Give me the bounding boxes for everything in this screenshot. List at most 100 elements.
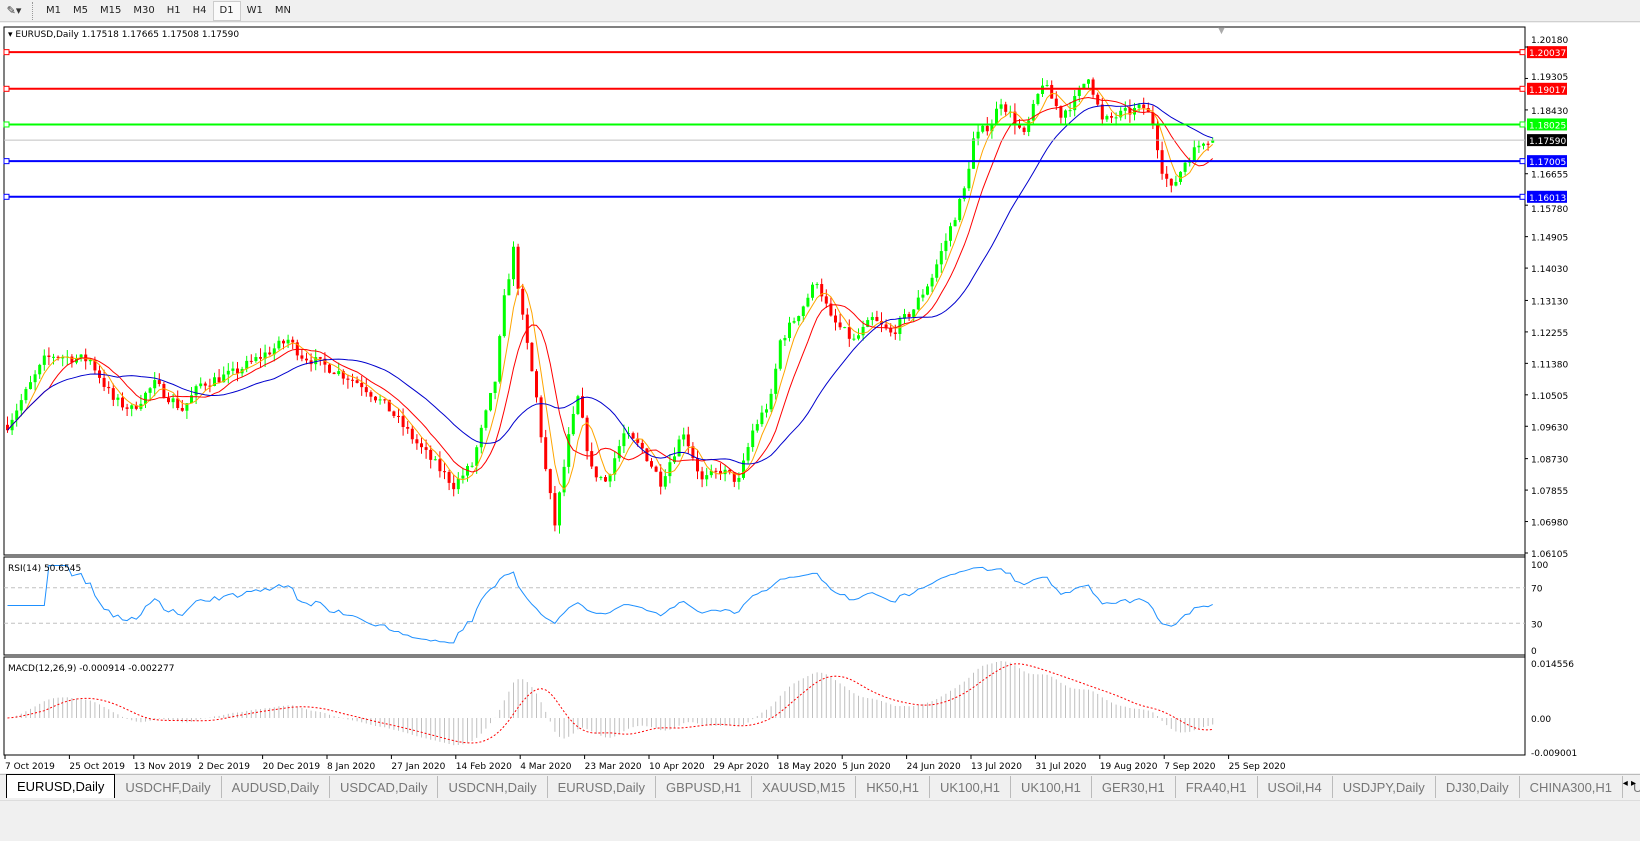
chart-tab[interactable]: GBPUSD,H1 xyxy=(656,776,753,798)
candle xyxy=(631,431,635,440)
candle-body xyxy=(811,284,814,298)
chart-tab[interactable]: USDCAD,Daily xyxy=(330,776,439,798)
candle-body xyxy=(374,396,377,401)
candle-body xyxy=(562,466,566,493)
chart-window[interactable]: 1.20037 1.19017 1.18025 1.17005 1.16013 1.175… xyxy=(0,23,1640,773)
candle-body xyxy=(1091,79,1095,95)
candle xyxy=(1036,93,1040,106)
drawing-tools-icon[interactable]: ✎▾ xyxy=(6,4,22,17)
candle-body xyxy=(180,408,184,411)
timeframe-w1[interactable]: W1 xyxy=(246,5,263,16)
candle xyxy=(682,427,686,447)
timeframe-m30[interactable]: M30 xyxy=(133,5,155,16)
candle xyxy=(231,361,235,375)
candle xyxy=(332,372,336,375)
candle xyxy=(1022,126,1026,136)
candle xyxy=(245,355,249,373)
chart-tab[interactable]: CHINA300,H1 xyxy=(1520,776,1624,798)
candle-body xyxy=(1105,116,1109,120)
candle xyxy=(1096,92,1100,107)
timeframe-m15[interactable]: M15 xyxy=(100,5,122,16)
candle-body xyxy=(530,342,534,372)
candle xyxy=(654,465,658,473)
candle-body xyxy=(190,395,193,404)
status-bar xyxy=(0,800,1640,841)
candle-body xyxy=(107,386,111,389)
chart-tab[interactable]: XAUUSD,M15 xyxy=(752,776,857,798)
candle-body xyxy=(286,339,290,344)
candle-body xyxy=(1096,94,1100,105)
candle-body xyxy=(433,459,437,461)
rsi-tick-label: 70 xyxy=(1531,585,1543,595)
candle-body xyxy=(24,389,28,401)
candle-body xyxy=(608,474,612,482)
candle-body xyxy=(686,434,690,447)
chart-tab[interactable]: EURUSD,Daily xyxy=(548,776,656,798)
timeframe-m1[interactable]: M1 xyxy=(46,5,61,16)
chart-tab[interactable]: USDCHF,Daily xyxy=(115,776,222,798)
tab-scroll-arrows[interactable]: ◂ ▸ xyxy=(1622,778,1636,789)
timeframe-mn[interactable]: MN xyxy=(274,5,291,16)
candle xyxy=(236,361,239,382)
chart-tab[interactable]: HK50,H1 xyxy=(856,776,930,798)
candle-body xyxy=(622,433,626,447)
candle xyxy=(576,394,580,416)
candle-body xyxy=(429,449,433,460)
candle xyxy=(162,381,166,399)
chart-tab[interactable]: UK100,H1 xyxy=(930,776,1011,798)
candle xyxy=(374,395,377,403)
candle-body xyxy=(1206,143,1210,145)
candle xyxy=(875,310,879,322)
candle-body xyxy=(548,469,552,494)
chart-tab[interactable]: USOil,H4 xyxy=(1258,776,1333,798)
candle xyxy=(300,348,304,362)
chart-tab[interactable]: EURUSD,Daily xyxy=(6,774,116,798)
price-tick-label: 1.19305 xyxy=(1531,73,1568,83)
candle-body xyxy=(659,471,663,487)
candle xyxy=(636,432,640,447)
candle xyxy=(990,119,994,139)
candle xyxy=(677,435,681,457)
toolbar-grip[interactable] xyxy=(32,1,36,20)
candle xyxy=(829,297,833,317)
chart-canvas[interactable]: 1.20037 1.19017 1.18025 1.17005 1.16013 1.175… xyxy=(0,23,1640,773)
chart-tab[interactable]: DJ30,Daily xyxy=(1436,776,1520,798)
candle xyxy=(1013,103,1017,135)
chart-tab[interactable]: AUDUSD,Daily xyxy=(222,776,331,798)
candle-body xyxy=(401,416,405,428)
candle xyxy=(719,463,722,481)
chart-tab[interactable]: GER30,H1 xyxy=(1092,776,1176,798)
chart-tab[interactable]: USDCNH,Daily xyxy=(438,776,548,798)
candle-body xyxy=(893,332,897,334)
candle xyxy=(1123,101,1127,120)
candle xyxy=(148,387,152,402)
candle-body xyxy=(847,327,851,339)
timeframe-d1[interactable]: D1 xyxy=(212,0,241,21)
candle xyxy=(539,395,543,443)
candle xyxy=(42,349,46,371)
chart-tab[interactable]: FRA40,H1 xyxy=(1176,776,1258,798)
candle-body xyxy=(967,168,971,189)
candle xyxy=(613,450,617,482)
candle-body xyxy=(351,379,354,381)
chart-tab[interactable]: USOil,H xyxy=(1623,776,1640,798)
candle xyxy=(185,403,189,419)
candle xyxy=(746,442,750,465)
candle-body xyxy=(259,357,262,359)
price-tick-label: 1.13130 xyxy=(1531,297,1568,307)
candle-body xyxy=(383,399,387,401)
candle-body xyxy=(792,321,796,323)
price-label-box xyxy=(1527,82,1567,95)
timeframe-h1[interactable]: H1 xyxy=(166,5,181,16)
price-tick-label: 1.15780 xyxy=(1531,205,1568,215)
candle-body xyxy=(1119,110,1123,118)
chart-tab[interactable]: UK100,H1 xyxy=(1011,776,1092,798)
timeframe-m5[interactable]: M5 xyxy=(73,5,88,16)
candle-body xyxy=(291,339,295,343)
candle-body xyxy=(778,340,782,369)
candle-body xyxy=(875,316,879,322)
candle xyxy=(930,273,934,293)
chart-tab[interactable]: USDJPY,Daily xyxy=(1333,776,1436,798)
candle xyxy=(820,278,824,302)
timeframe-h4[interactable]: H4 xyxy=(192,5,207,16)
